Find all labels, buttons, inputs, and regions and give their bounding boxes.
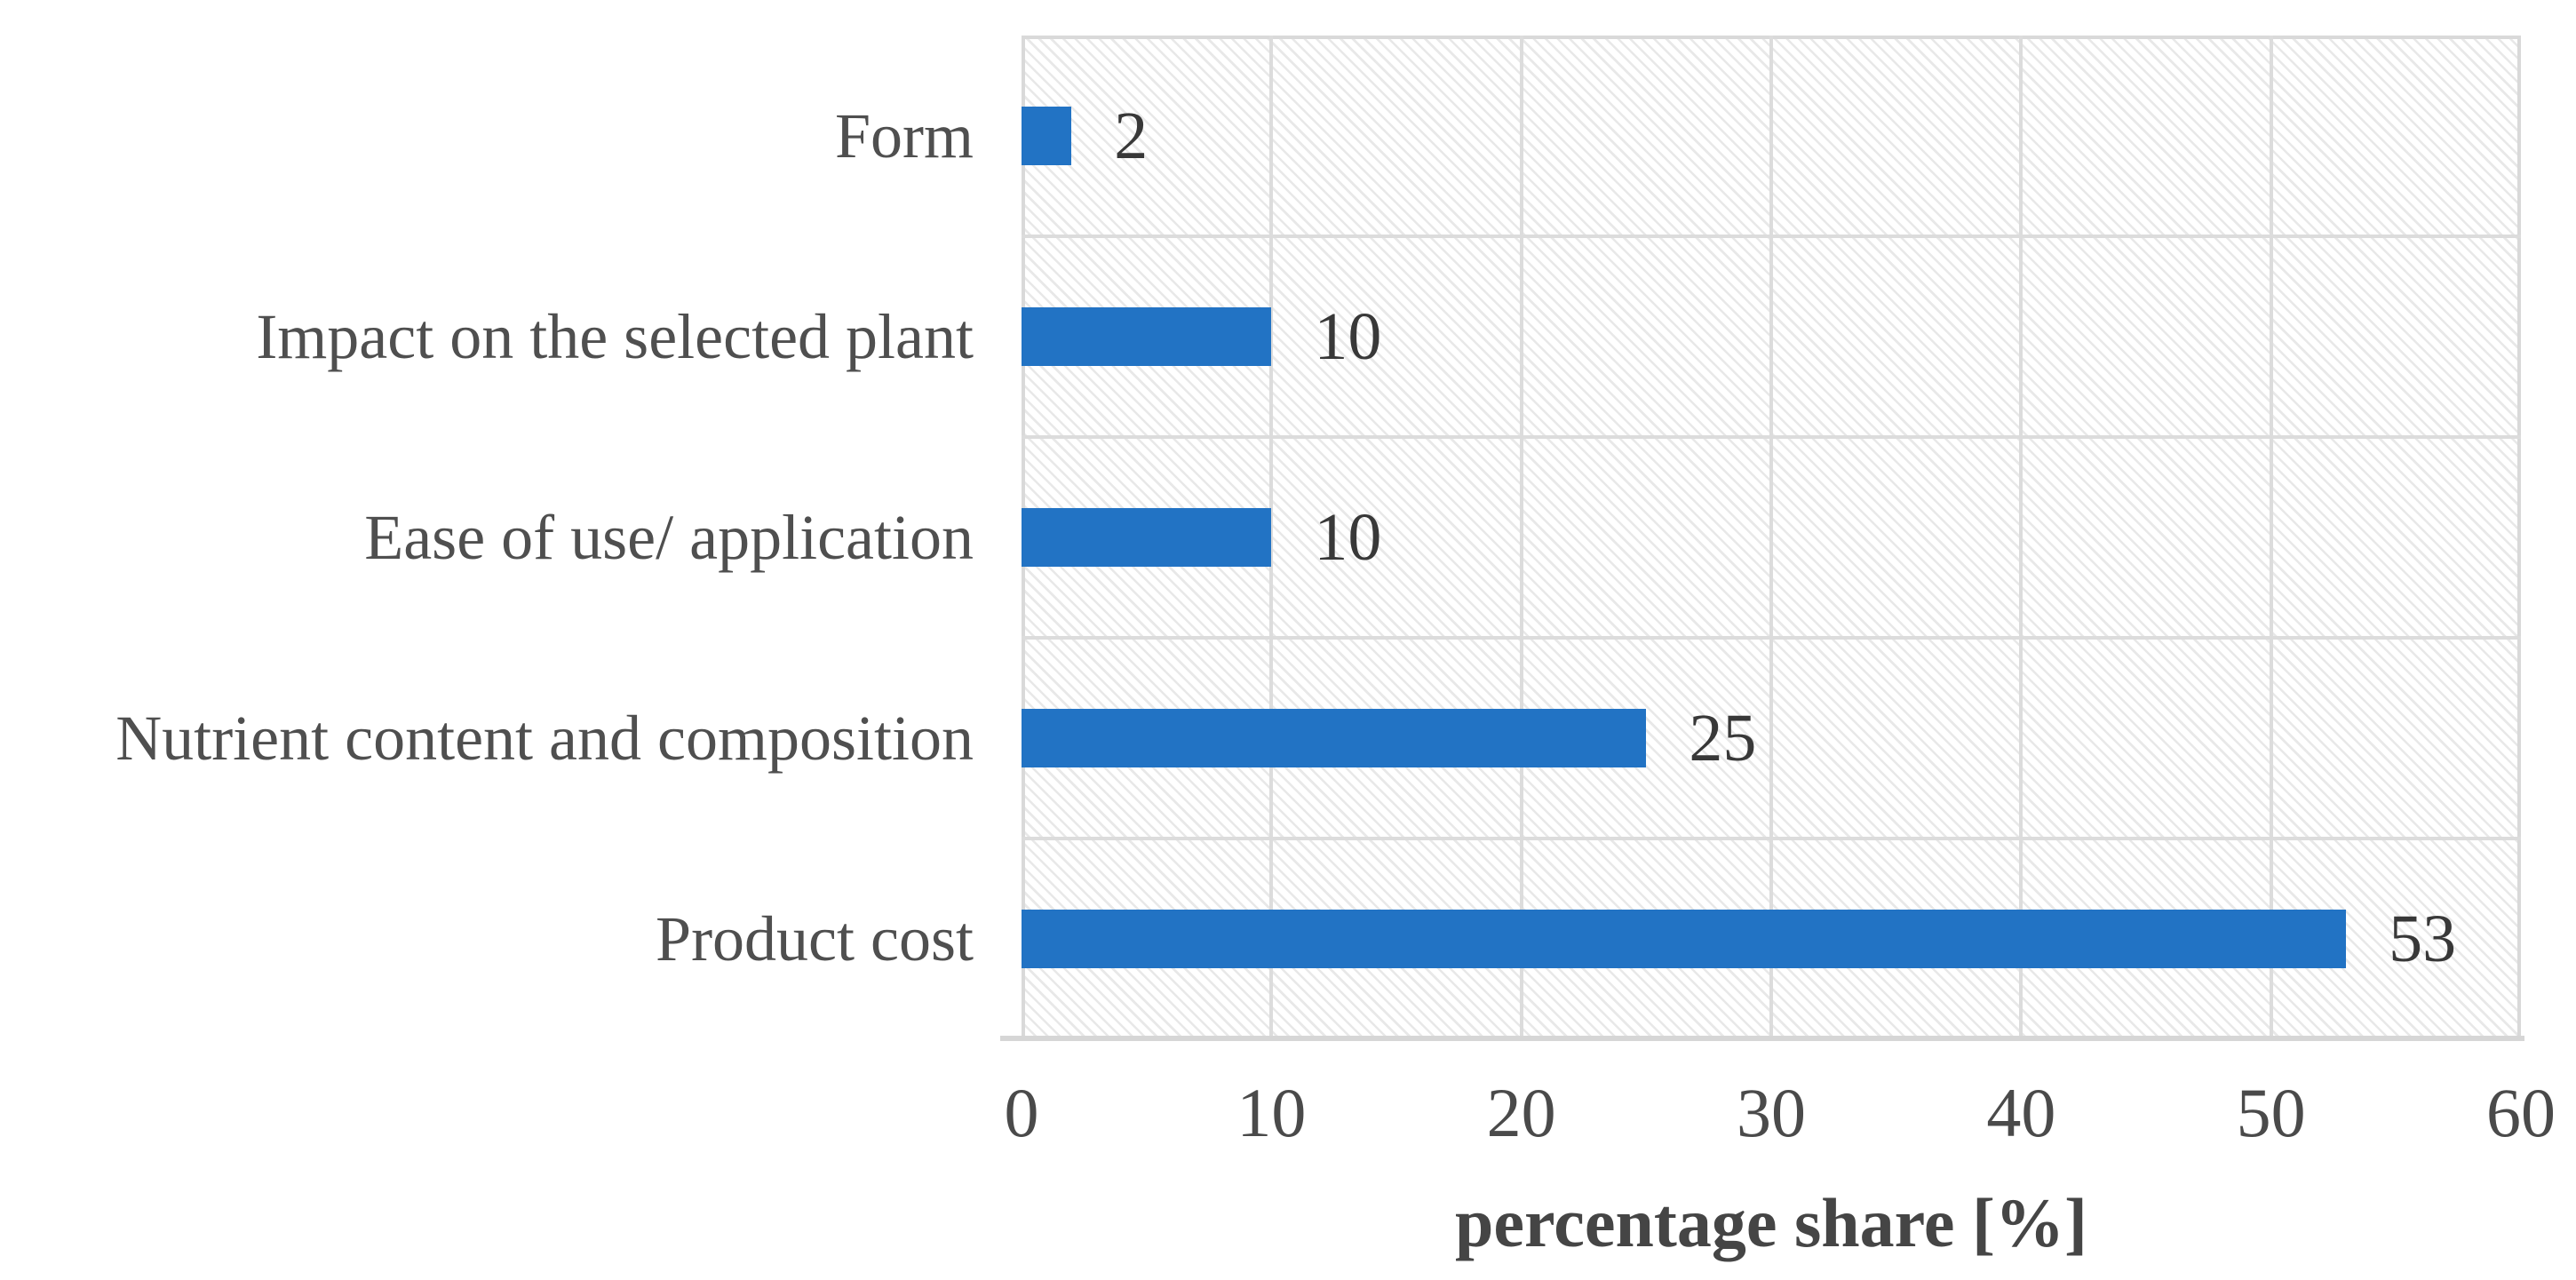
gridline-x-20 xyxy=(1519,36,1523,1039)
category-label: Impact on the selected plant xyxy=(256,301,974,372)
category-label: Nutrient content and composition xyxy=(115,703,974,774)
value-label: 10 xyxy=(1314,500,1382,575)
x-tick-label: 10 xyxy=(1236,1074,1307,1151)
gridline-x-10 xyxy=(1269,36,1274,1039)
x-axis-title: percentage share [%] xyxy=(1455,1184,2087,1261)
category-label: Ease of use/ application xyxy=(364,502,974,573)
x-axis-line xyxy=(1000,1036,2524,1041)
bar-product-cost xyxy=(1022,910,2347,968)
bar-nutrient-content-and-composition xyxy=(1022,709,1647,767)
x-tick-label: 40 xyxy=(1986,1074,2056,1151)
x-tick-label: 20 xyxy=(1486,1074,1556,1151)
category-label: Form xyxy=(834,100,974,171)
row-separator xyxy=(1022,235,2521,238)
category-label: Product cost xyxy=(656,903,974,974)
gridline-x-50 xyxy=(2269,36,2273,1039)
value-label: 53 xyxy=(2389,902,2457,976)
x-tick-label: 0 xyxy=(1004,1074,1039,1151)
bar-ease-of-use-application xyxy=(1022,508,1272,567)
bar-form xyxy=(1022,107,1072,165)
value-label: 10 xyxy=(1314,299,1382,374)
gridline-x-30 xyxy=(1769,36,1773,1039)
gridline-x-40 xyxy=(2019,36,2023,1039)
value-label: 25 xyxy=(1689,701,1757,775)
row-separator xyxy=(1022,837,2521,840)
value-label: 2 xyxy=(1114,99,1149,173)
x-tick-label: 50 xyxy=(2236,1074,2306,1151)
x-tick-label: 30 xyxy=(1737,1074,1806,1151)
bar-impact-on-the-selected-plant xyxy=(1022,307,1272,366)
x-tick-label: 60 xyxy=(2486,1074,2556,1151)
row-separator xyxy=(1022,435,2521,439)
row-separator xyxy=(1022,636,2521,640)
